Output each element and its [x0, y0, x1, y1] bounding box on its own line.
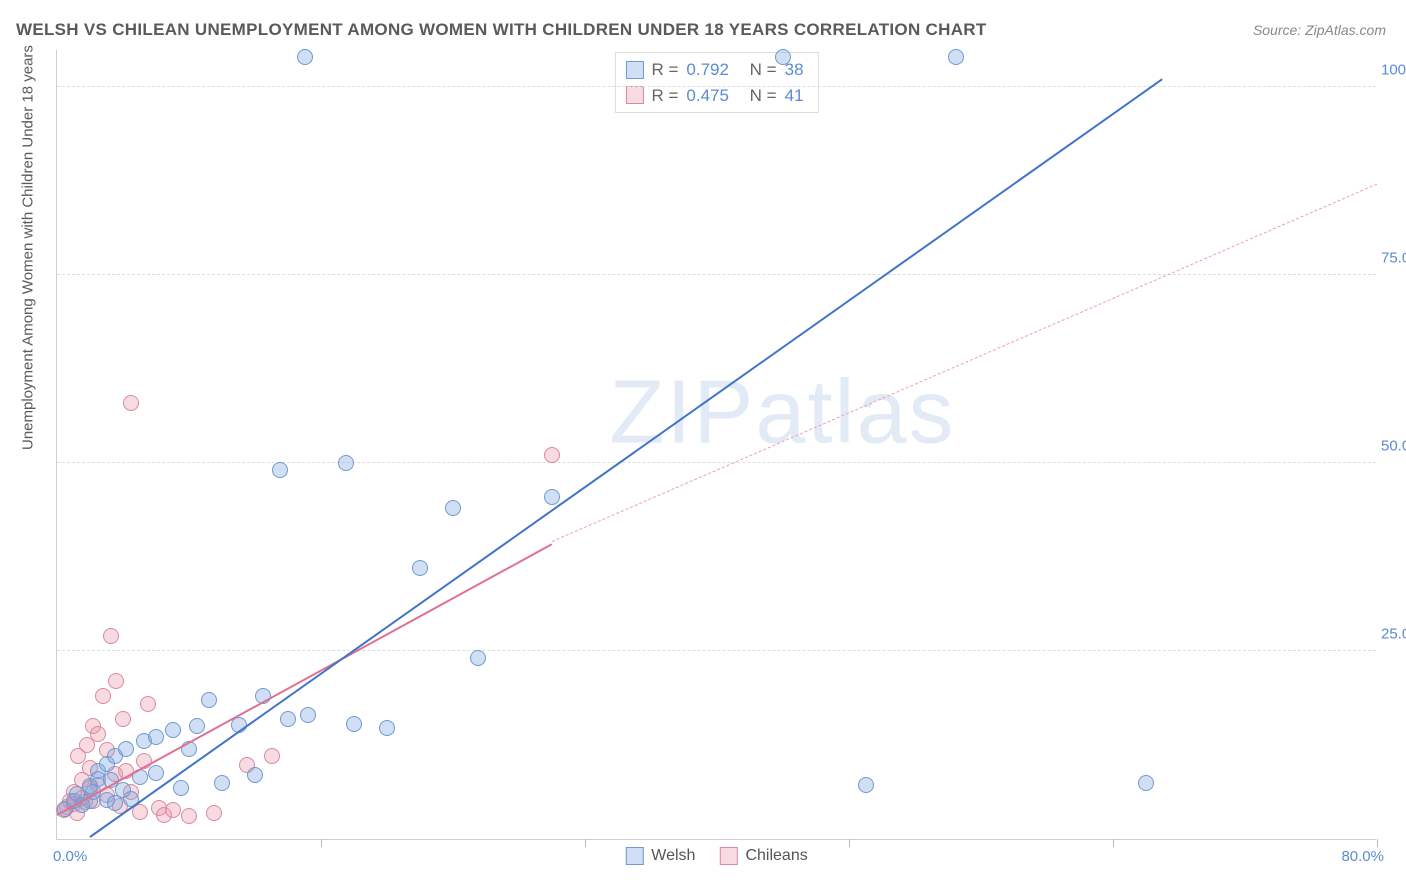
- data-point: [189, 718, 205, 734]
- x-tick: [849, 839, 850, 847]
- bottom-legend: Welsh Chileans: [625, 847, 807, 865]
- data-point: [247, 767, 263, 783]
- data-point: [445, 500, 461, 516]
- data-point: [123, 395, 139, 411]
- data-point: [1138, 775, 1154, 791]
- data-point: [165, 802, 181, 818]
- data-point: [346, 716, 362, 732]
- gridline: [57, 650, 1376, 651]
- trend-line: [57, 544, 553, 817]
- x-tick-label-80: 80.0%: [1341, 848, 1384, 865]
- legend-label-chileans: Chileans: [745, 847, 807, 865]
- data-point: [272, 462, 288, 478]
- data-point: [948, 49, 964, 65]
- x-tick: [1113, 839, 1114, 847]
- stats-r-welsh: 0.792: [686, 57, 729, 83]
- y-tick-label: 25.0%: [1381, 625, 1406, 642]
- swatch-chileans: [719, 847, 737, 865]
- legend-label-welsh: Welsh: [651, 847, 695, 865]
- data-point: [297, 49, 313, 65]
- data-point: [379, 720, 395, 736]
- plot-area: ZIPatlas R = 0.792 N = 38 R = 0.475 N = …: [56, 50, 1376, 840]
- data-point: [148, 765, 164, 781]
- data-point: [90, 726, 106, 742]
- x-tick: [321, 839, 322, 847]
- chart-title: WELSH VS CHILEAN UNEMPLOYMENT AMONG WOME…: [16, 20, 987, 40]
- data-point: [338, 455, 354, 471]
- data-point: [470, 650, 486, 666]
- legend-item-chileans: Chileans: [719, 847, 807, 865]
- trend-line: [552, 183, 1377, 541]
- data-point: [264, 748, 280, 764]
- swatch-chileans: [625, 86, 643, 104]
- data-point: [103, 628, 119, 644]
- gridline: [57, 462, 1376, 463]
- watermark-part-b: atlas: [755, 362, 955, 462]
- data-point: [280, 711, 296, 727]
- data-point: [775, 49, 791, 65]
- data-point: [140, 696, 156, 712]
- data-point: [858, 777, 874, 793]
- stats-r-label: R =: [651, 57, 678, 83]
- data-point: [300, 707, 316, 723]
- data-point: [181, 808, 197, 824]
- watermark-part-a: ZIP: [609, 362, 755, 462]
- data-point: [148, 729, 164, 745]
- watermark: ZIPatlas: [609, 361, 955, 464]
- x-tick: [1377, 839, 1378, 847]
- data-point: [165, 722, 181, 738]
- gridline: [57, 86, 1376, 87]
- x-tick: [585, 839, 586, 847]
- data-point: [214, 775, 230, 791]
- y-tick-label: 50.0%: [1381, 437, 1406, 454]
- data-point: [173, 780, 189, 796]
- data-point: [95, 688, 111, 704]
- y-tick-label: 100.0%: [1381, 61, 1406, 78]
- stats-n-label: N =: [750, 57, 777, 83]
- y-tick-label: 75.0%: [1381, 249, 1406, 266]
- swatch-welsh: [625, 847, 643, 865]
- data-point: [544, 489, 560, 505]
- source-label: Source: ZipAtlas.com: [1253, 22, 1386, 38]
- data-point: [118, 741, 134, 757]
- legend-item-welsh: Welsh: [625, 847, 695, 865]
- data-point: [115, 711, 131, 727]
- trend-line: [89, 78, 1163, 838]
- data-point: [544, 447, 560, 463]
- data-point: [412, 560, 428, 576]
- data-point: [201, 692, 217, 708]
- x-tick-label-0: 0.0%: [53, 848, 87, 865]
- data-point: [108, 673, 124, 689]
- gridline: [57, 274, 1376, 275]
- y-axis-label: Unemployment Among Women with Children U…: [20, 45, 37, 450]
- swatch-welsh: [625, 61, 643, 79]
- data-point: [206, 805, 222, 821]
